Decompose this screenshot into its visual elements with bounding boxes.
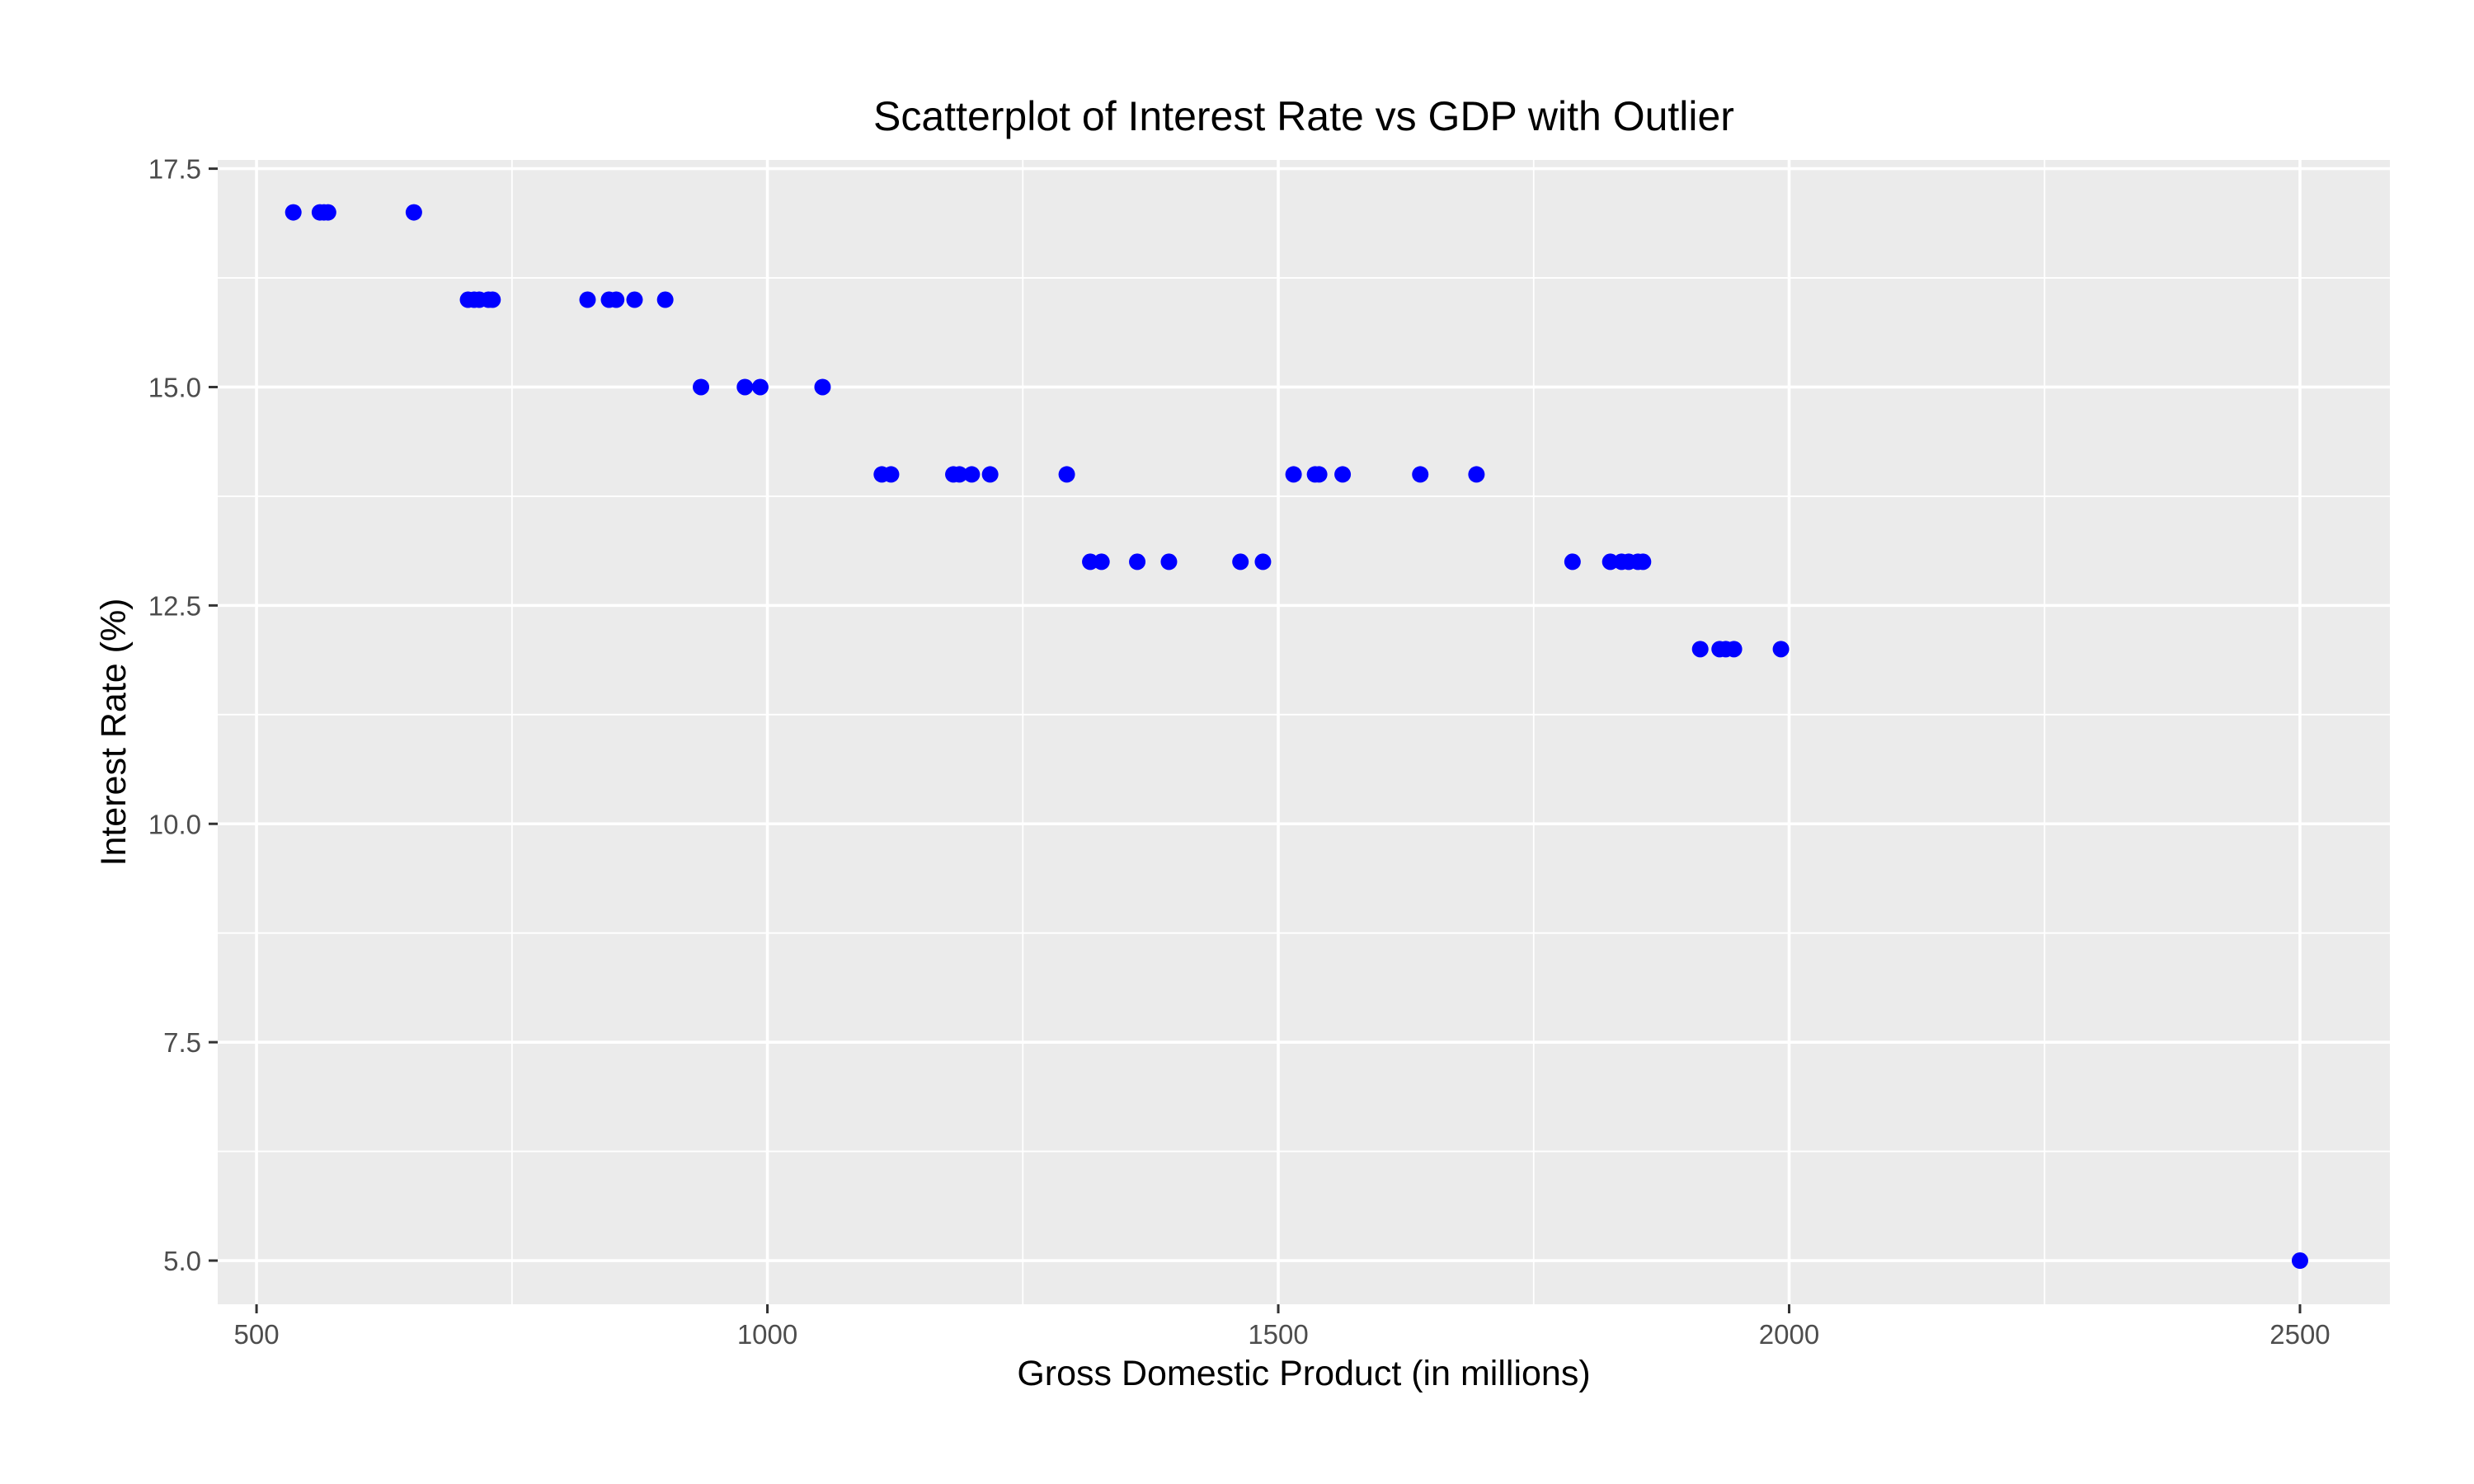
scatter-point <box>1129 553 1146 571</box>
scatter-point <box>1285 466 1302 483</box>
y-tick-label: 7.5 <box>163 1027 201 1058</box>
scatter-point <box>1093 553 1110 571</box>
y-tick-label: 10.0 <box>148 809 201 839</box>
scatter-point <box>1725 641 1743 658</box>
scatter-point <box>1058 466 1075 483</box>
scatter-point <box>981 466 999 483</box>
scatter-point <box>626 291 643 308</box>
plot-panel <box>218 160 2390 1304</box>
scatter-point <box>1334 466 1352 483</box>
scatter-point <box>1772 641 1790 658</box>
scatter-point <box>736 378 754 396</box>
scatter-point <box>1634 553 1652 571</box>
x-tick-label: 500 <box>234 1319 280 1350</box>
x-axis-ticks: 500 1000 1500 2000 2500 <box>234 1304 2331 1350</box>
scatter-point <box>1691 641 1709 658</box>
scatter-point <box>579 291 596 308</box>
scatter-point <box>882 466 900 483</box>
chart-title: Scatterplot of Interest Rate vs GDP with… <box>873 93 1734 139</box>
scatter-point <box>405 204 422 221</box>
scatter-point <box>1160 553 1178 571</box>
major-gridlines <box>218 160 2390 1304</box>
x-tick-label: 1000 <box>737 1319 797 1350</box>
scatter-point <box>814 378 831 396</box>
minor-gridlines <box>218 160 2390 1304</box>
scatter-point <box>1254 553 1272 571</box>
scatter-point <box>751 378 769 396</box>
scatter-point <box>1412 466 1429 483</box>
x-axis-title: Gross Domestic Product (in millions) <box>1017 1354 1590 1393</box>
y-tick-label: 5.0 <box>163 1246 201 1276</box>
scatter-point <box>963 466 981 483</box>
x-tick-label: 2000 <box>1759 1319 1819 1350</box>
x-tick-label: 2500 <box>2269 1319 2330 1350</box>
y-axis-title: Interest Rate (%) <box>94 599 134 866</box>
scatter-point <box>1232 553 1249 571</box>
scatter-point <box>951 466 968 483</box>
data-points <box>285 204 2308 1270</box>
scatter-point <box>2291 1252 2308 1270</box>
y-tick-label: 17.5 <box>148 154 201 185</box>
y-tick-label: 15.0 <box>148 372 201 402</box>
scatter-point <box>484 291 501 308</box>
scatter-point <box>1564 553 1581 571</box>
y-tick-label: 12.5 <box>148 590 201 621</box>
scatter-point <box>693 378 710 396</box>
scatter-point <box>656 291 674 308</box>
scatter-point <box>319 204 336 221</box>
scatter-point <box>285 204 302 221</box>
scatter-point <box>608 291 625 308</box>
scatter-point <box>1468 466 1485 483</box>
x-tick-label: 1500 <box>1248 1319 1308 1350</box>
scatter-point <box>1310 466 1328 483</box>
y-axis-ticks: 5.0 7.5 10.0 12.5 15.0 17.5 <box>148 154 218 1276</box>
